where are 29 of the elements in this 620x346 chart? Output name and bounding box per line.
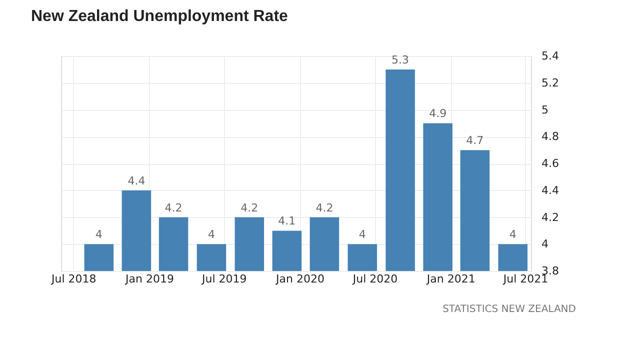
y-tick-label: 5.4 [542, 50, 559, 62]
y-tick-label: 4 [542, 238, 548, 251]
y-tick-label: 4.6 [542, 157, 559, 170]
data-label: 4.2 [164, 201, 182, 214]
x-tick-label: Jul 2021 [502, 272, 548, 286]
data-label: 4 [509, 228, 516, 242]
data-label: 4 [358, 228, 366, 242]
y-tick-label: 4.8 [542, 130, 559, 144]
x-tick-label: Jul 2020 [352, 272, 398, 286]
text: STATISTICS NEW ZEALAND [442, 304, 576, 315]
x-tick-label: Jan 2019 [124, 272, 174, 286]
y-tick-label: 5.2 [542, 76, 559, 90]
y-tick-label: 4.2 [542, 210, 559, 224]
data-label: 4 [208, 228, 215, 242]
data-label: 4.1 [278, 214, 296, 228]
x-tick-label: Jul 2019 [200, 272, 247, 286]
data-label: 5.3 [392, 53, 410, 66]
data-label: 4.7 [466, 134, 484, 148]
chart-title: New Zealand Unemployment Rate [30, 8, 288, 25]
x-tick-label: Jul 2018 [50, 272, 96, 286]
x-tick-label: Jan 2020 [274, 272, 324, 286]
y-tick-label: 5 [542, 103, 548, 116]
data-label: 4.2 [316, 201, 334, 214]
data-label: 4.9 [429, 107, 447, 120]
data-label: 4.4 [128, 174, 146, 188]
data-label: 4 [95, 228, 102, 242]
y-tick-label: 4.4 [542, 184, 559, 197]
x-tick-label: Jan 2021 [426, 272, 476, 286]
data-label: 4.2 [240, 201, 258, 214]
